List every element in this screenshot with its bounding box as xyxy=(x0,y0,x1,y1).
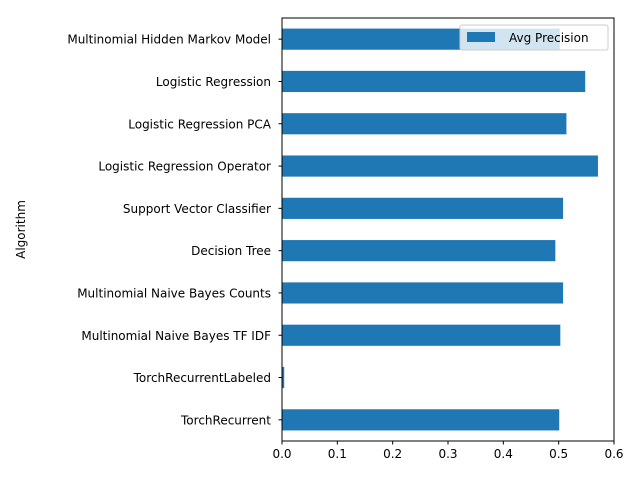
bar xyxy=(282,282,564,304)
y-tick-label: TorchRecurrent xyxy=(180,413,271,427)
x-tick-label: 0.0 xyxy=(272,447,291,461)
bar xyxy=(282,366,285,389)
legend-swatch xyxy=(467,32,495,42)
bar xyxy=(282,197,564,219)
y-tick-label: Logistic Regression xyxy=(156,75,271,89)
y-tick-label: TorchRecurrentLabeled xyxy=(133,371,271,385)
y-tick-label: Multinomial Naive Bayes TF IDF xyxy=(81,329,271,343)
bar xyxy=(282,324,561,346)
bar xyxy=(282,113,567,135)
y-tick-label: Logistic Regression Operator xyxy=(98,160,271,174)
bar xyxy=(282,70,586,93)
bar xyxy=(282,240,556,262)
x-tick-label: 0.3 xyxy=(438,447,457,461)
x-tick-label: 0.2 xyxy=(383,447,402,461)
y-axis-ticks: TorchRecurrent TorchRecurrentLabeled Multi… xyxy=(67,33,282,427)
y-tick-label: Multinomial Hidden Markov Model xyxy=(67,33,271,47)
x-axis-ticks: 0.0 0.1 0.2 0.3 0.4 0.5 0.6 xyxy=(272,441,624,461)
plot-frame xyxy=(281,17,615,442)
legend: Avg Precision xyxy=(459,24,609,51)
x-tick-label: 0.5 xyxy=(549,447,568,461)
y-tick-label: Decision Tree xyxy=(191,244,271,258)
y-tick-label: Multinomial Naive Bayes Counts xyxy=(77,286,271,300)
x-tick-label: 0.6 xyxy=(604,447,623,461)
bar xyxy=(282,155,598,177)
legend-label: Avg Precision xyxy=(509,31,589,45)
bar xyxy=(282,409,560,431)
bars xyxy=(282,28,598,431)
x-tick-label: 0.1 xyxy=(328,447,347,461)
y-tick-label: Logistic Regression PCA xyxy=(128,117,272,131)
y-axis-title: Algorithm xyxy=(14,200,28,259)
x-tick-label: 0.4 xyxy=(494,447,513,461)
legend-box xyxy=(459,24,609,51)
y-tick-label: Support Vector Classifier xyxy=(123,202,271,216)
